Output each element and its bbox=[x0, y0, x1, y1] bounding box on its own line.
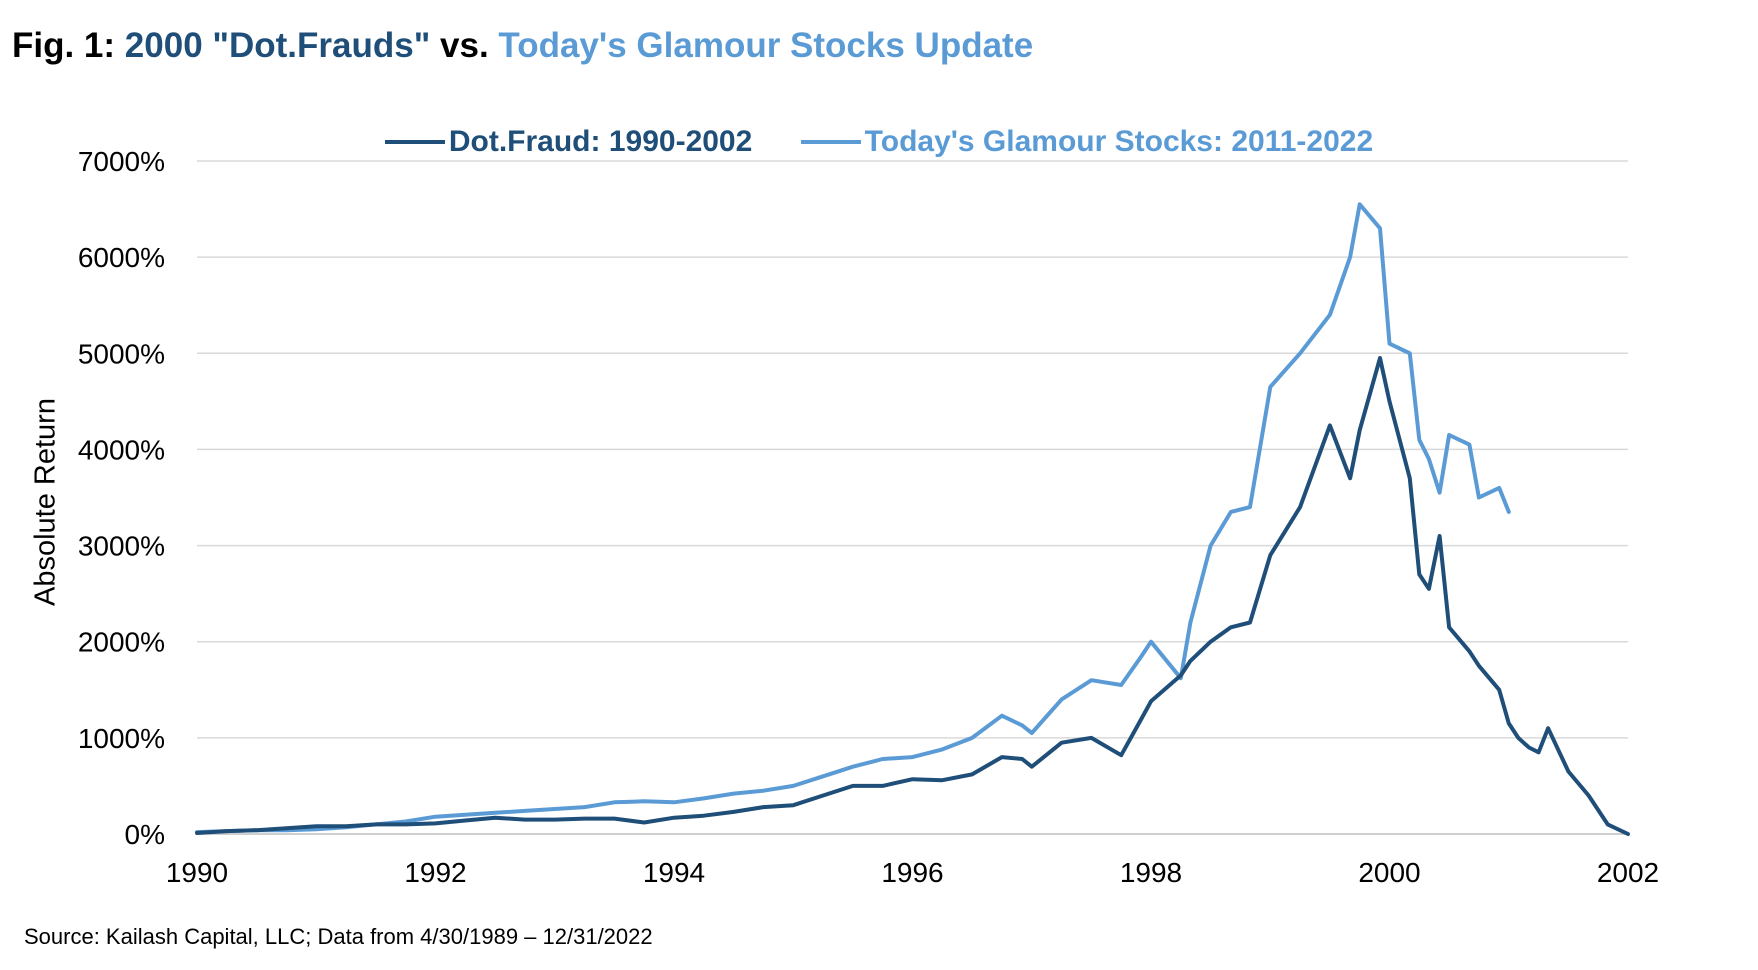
legend-swatch-glamour bbox=[800, 140, 861, 144]
series-lines bbox=[195, 202, 1630, 836]
x-tick-label: 1990 bbox=[166, 857, 228, 888]
title-part-glamour: Today's Glamour Stocks Update bbox=[498, 26, 1034, 65]
x-tick-label: 2002 bbox=[1597, 857, 1659, 888]
legend-label-glamour: Today's Glamour Stocks: 2011-2022 bbox=[864, 125, 1374, 158]
y-tick-label: 7000% bbox=[78, 146, 165, 177]
title-part-dotfrauds: 2000 "Dot.Frauds" bbox=[124, 26, 431, 65]
y-tick-label: 3000% bbox=[78, 531, 165, 562]
series-line-dotfraud bbox=[195, 356, 1630, 836]
legend-label-dotfraud: Dot.Fraud: 1990-2002 bbox=[448, 125, 753, 158]
y-axis-label: Absolute Return bbox=[29, 398, 62, 606]
gridlines bbox=[197, 160, 1628, 739]
y-tick-label: 4000% bbox=[78, 434, 165, 465]
legend-item-dotfraud: Dot.Fraud: 1990-2002 bbox=[384, 125, 753, 159]
title-vs: vs. bbox=[440, 26, 489, 65]
x-tick-label: 1996 bbox=[881, 857, 943, 888]
y-tick-label: 1000% bbox=[78, 723, 165, 754]
x-tick-label: 1994 bbox=[643, 857, 705, 888]
y-tick-label: 5000% bbox=[78, 338, 165, 369]
source-note: Source: Kailash Capital, LLC; Data from … bbox=[24, 924, 653, 949]
y-tick-label: 0% bbox=[125, 819, 165, 850]
legend-swatch-dotfraud bbox=[384, 140, 445, 144]
legend-item-glamour: Today's Glamour Stocks: 2011-2022 bbox=[800, 125, 1374, 159]
chart-legend: Dot.Fraud: 1990-2002 Today's Glamour Sto… bbox=[0, 118, 1758, 159]
x-tick-label: 2000 bbox=[1358, 857, 1420, 888]
x-tick-label: 1998 bbox=[1120, 857, 1182, 888]
title-prefix: Fig. 1: bbox=[12, 26, 116, 65]
series-line-glamour bbox=[195, 202, 1511, 835]
y-axis-tick-labels: 0% 1000% 2000% 3000% 4000% 5000% 6000% 7000% bbox=[78, 146, 165, 850]
y-tick-label: 6000% bbox=[78, 242, 165, 273]
y-tick-label: 2000% bbox=[78, 627, 165, 658]
x-tick-label: 1992 bbox=[404, 857, 466, 888]
chart-title: Fig. 1: 2000 "Dot.Frauds" vs. Today's Gl… bbox=[12, 26, 1033, 66]
x-axis-tick-labels: 1990 1992 1994 1996 1998 2000 2002 bbox=[166, 857, 1659, 888]
